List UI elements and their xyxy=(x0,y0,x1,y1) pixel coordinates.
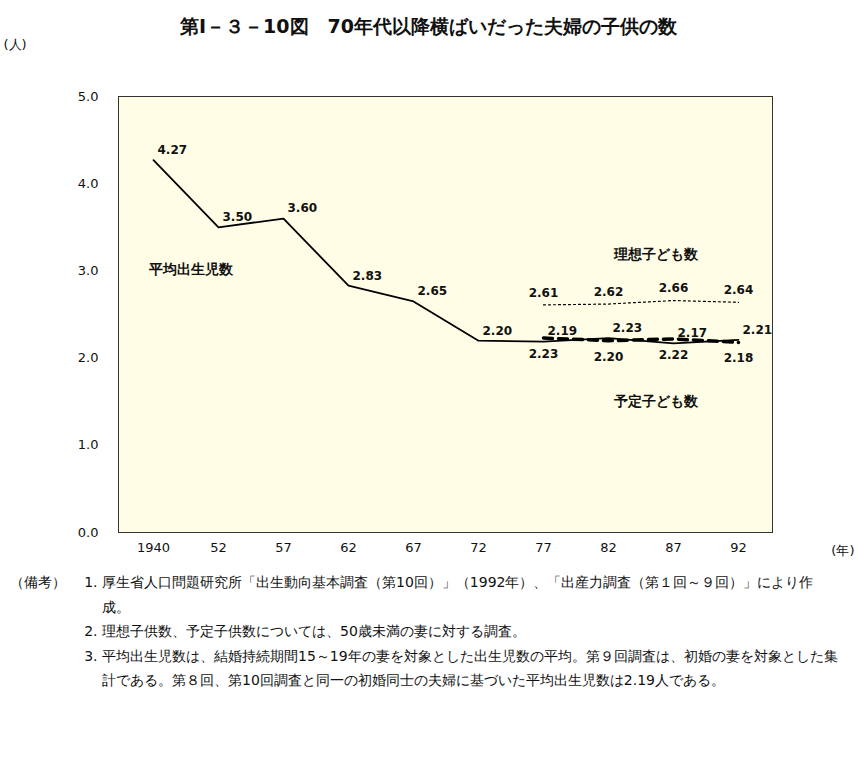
svg-text:2.20: 2.20 xyxy=(483,324,513,338)
html-text:厚生省人口問題研究所「出生動向基本調査（第10回）」（199: 厚生省人口問題研究所「出生動向基本調査（第10回）」（1992年）、「出産力調査… xyxy=(102,574,814,615)
svg-text:2.62: 2.62 xyxy=(594,285,624,299)
html-text:理想子供数、予定子供数については、50歳未満の妻に対する調査: 理想子供数、予定子供数については、50歳未満の妻に対する調査。 xyxy=(102,623,526,639)
svg-text:理想子ども数: 理想子ども数 xyxy=(613,246,699,262)
svg-text:77: 77 xyxy=(535,540,552,555)
svg-text:2.19: 2.19 xyxy=(548,324,578,338)
svg-text:2.17: 2.17 xyxy=(677,326,708,341)
svg-text:3.60: 3.60 xyxy=(288,201,318,215)
svg-text:3.50: 3.50 xyxy=(223,210,253,224)
svg-text:2.20: 2.20 xyxy=(594,350,624,364)
svg-text:2.61: 2.61 xyxy=(529,286,559,300)
svg-text:1940: 1940 xyxy=(137,540,170,555)
svg-text:2.23: 2.23 xyxy=(613,321,643,335)
svg-text:57: 57 xyxy=(275,540,292,555)
svg-text:2.64: 2.64 xyxy=(724,283,754,297)
svg-text:72: 72 xyxy=(470,540,487,555)
svg-text:5.0: 5.0 xyxy=(78,89,99,104)
svg-text:(人): (人) xyxy=(4,37,27,52)
html-text:（備考）: （備考） xyxy=(10,574,66,590)
svg-text:4.27: 4.27 xyxy=(158,143,188,157)
svg-text:87: 87 xyxy=(665,540,682,555)
svg-text:2.0: 2.0 xyxy=(78,350,99,365)
svg-text:62: 62 xyxy=(340,540,357,555)
html-text:第Ⅰ－３－10図 70年代以降横ばいだった夫婦の子供の数: 第Ⅰ－３－10図 70年代以降横ばいだった夫婦の子供の数 xyxy=(180,15,677,37)
svg-text:2.18: 2.18 xyxy=(724,351,754,365)
html-text:平均出生児数は、結婚持続期間15～19年の妻を対象とした出生: 平均出生児数は、結婚持続期間15～19年の妻を対象とした出生児数の平均。第９回調… xyxy=(102,647,838,688)
svg-text:0.0: 0.0 xyxy=(78,525,99,540)
svg-text:82: 82 xyxy=(600,540,617,555)
svg-text:2.21: 2.21 xyxy=(743,323,773,337)
svg-text:予定子ども数: 予定子ども数 xyxy=(613,393,699,409)
svg-text:1.0: 1.0 xyxy=(78,437,99,452)
svg-text:92: 92 xyxy=(730,540,747,555)
svg-text:(年): (年) xyxy=(831,543,854,558)
svg-text:3.0: 3.0 xyxy=(78,263,99,278)
svg-text:2.65: 2.65 xyxy=(418,284,448,298)
svg-text:52: 52 xyxy=(210,540,227,555)
svg-text:2.66: 2.66 xyxy=(659,281,689,295)
svg-text:平均出生児数: 平均出生児数 xyxy=(148,261,234,277)
svg-text:2.22: 2.22 xyxy=(659,348,689,362)
svg-text:4.0: 4.0 xyxy=(78,176,99,191)
svg-text:67: 67 xyxy=(405,540,422,555)
svg-text:2.83: 2.83 xyxy=(353,269,383,283)
svg-text:2.23: 2.23 xyxy=(529,347,559,361)
